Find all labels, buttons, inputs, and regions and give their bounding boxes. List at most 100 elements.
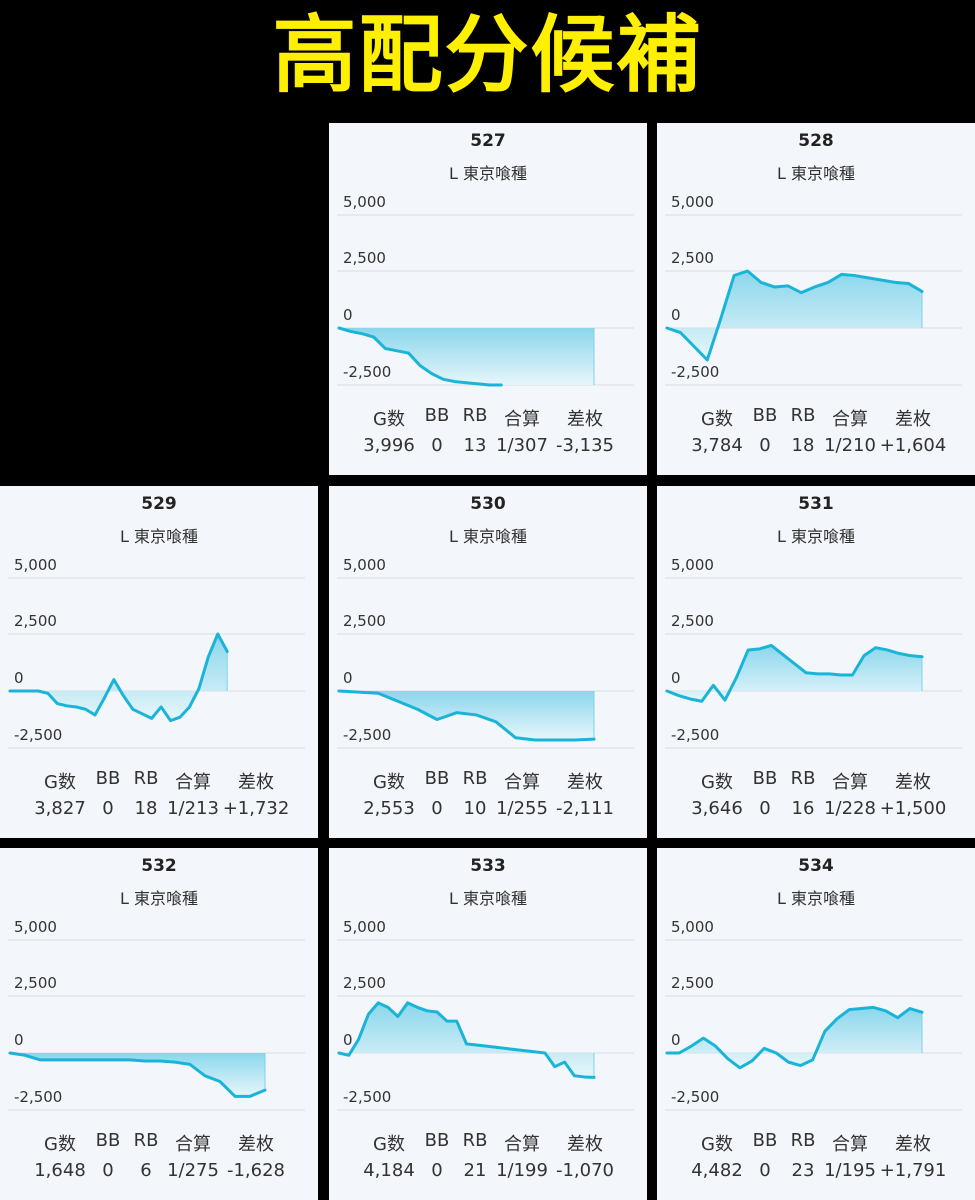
stats-value-rb: 10 (463, 798, 487, 819)
machine-model: L 東京喰種 (448, 889, 527, 908)
machine-number: 530 (470, 494, 506, 514)
stats-table: G数 4,482 BB 0 RB 23 合算 1/195 差枚 +1,791 (657, 1130, 975, 1190)
stats-header-bb: BB (752, 768, 778, 789)
stats-value-combined: 1/210 (824, 435, 876, 456)
series-line (337, 1001, 596, 1079)
stats-value-diff: +1,604 (879, 435, 947, 456)
stats-header-games: G数 (373, 1134, 405, 1155)
machine-card-528: 528 L 東京喰種 5,000 2,500 0 -2,500 G数 3,784 BB 0 RB 18… (657, 123, 975, 475)
series-line (337, 689, 596, 742)
stats-header-games: G数 (701, 772, 733, 793)
stats-value-diff: -3,135 (555, 435, 615, 456)
stats-value-games: 3,646 (691, 798, 743, 819)
y-tick-label: 0 (671, 669, 681, 687)
y-tick-label: 0 (343, 1031, 353, 1049)
series-area (667, 1007, 922, 1068)
stats-header-bb: BB (424, 768, 450, 789)
machine-card-527: 527 L 東京喰種 5,000 2,500 0 -2,500 G数 3,996 BB 0 RB 13… (329, 123, 647, 475)
stats-header-bb: BB (95, 768, 121, 789)
y-tick-label: 5,000 (671, 918, 714, 936)
stats-table: G数 1,648 BB 0 RB 6 合算 1/275 差枚 -1,628 (0, 1130, 318, 1190)
y-tick-label: -2,500 (343, 726, 391, 744)
machine-model: L 東京喰種 (776, 889, 855, 908)
stats-value-diff: -1,628 (226, 1160, 286, 1181)
y-tick-label: -2,500 (671, 726, 719, 744)
stats-header-diff: 差枚 (895, 772, 931, 793)
stats-header-rb: RB (790, 1130, 816, 1151)
stats-value-rb: 23 (791, 1160, 815, 1181)
stats-value-rb: 16 (791, 798, 815, 819)
machine-model: L 東京喰種 (119, 889, 198, 908)
difference-chart: 5,000 2,500 0 -2,500 (337, 556, 634, 749)
stats-value-rb: 21 (463, 1160, 487, 1181)
stats-header-diff: 差枚 (567, 1134, 603, 1155)
y-tick-label: -2,500 (14, 1088, 62, 1106)
machine-model: L 東京喰種 (776, 527, 855, 546)
series-area (10, 1053, 265, 1097)
y-tick-label: 0 (14, 669, 24, 687)
stats-header-games: G数 (373, 409, 405, 430)
y-tick-label: -2,500 (343, 363, 391, 381)
stats-header-combined: 合算 (832, 409, 868, 430)
difference-chart: 5,000 2,500 0 -2,500 (337, 193, 634, 387)
page-title: 高配分候補 (272, 6, 703, 104)
stats-value-bb: 0 (759, 435, 771, 456)
series-area (10, 634, 228, 721)
stats-header-rb: RB (133, 768, 159, 789)
y-tick-label: 2,500 (14, 612, 57, 630)
series-area (667, 645, 922, 702)
machine-card-532: 532 L 東京喰種 5,000 2,500 0 -2,500 G数 1,648 BB 0 RB 6 合… (0, 848, 318, 1200)
y-tick-label: 5,000 (343, 918, 386, 936)
series-line (8, 1051, 267, 1098)
series-line (665, 643, 924, 703)
stats-header-games: G数 (701, 409, 733, 430)
y-tick-label: -2,500 (14, 726, 62, 744)
stats-value-combined: 1/228 (824, 798, 876, 819)
stats-header-games: G数 (44, 1134, 76, 1155)
stats-header-games: G数 (701, 1134, 733, 1155)
stats-value-bb: 0 (102, 798, 114, 819)
stats-header-combined: 合算 (504, 772, 540, 793)
machine-number: 528 (798, 131, 834, 151)
stats-table: G数 3,646 BB 0 RB 16 合算 1/228 差枚 +1,500 (657, 768, 975, 828)
stats-header-rb: RB (133, 1130, 159, 1151)
machine-number: 533 (470, 856, 506, 876)
stats-value-combined: 1/199 (496, 1160, 548, 1181)
y-tick-label: 2,500 (14, 974, 57, 992)
y-tick-label: 5,000 (343, 193, 386, 211)
stats-table: G数 3,827 BB 0 RB 18 合算 1/213 差枚 +1,732 (0, 768, 318, 828)
difference-chart: 5,000 2,500 0 -2,500 (337, 918, 634, 1111)
stats-header-combined: 合算 (832, 772, 868, 793)
y-tick-label: 2,500 (671, 974, 714, 992)
stats-value-games: 3,996 (363, 435, 415, 456)
difference-chart: 5,000 2,500 0 -2,500 (665, 918, 962, 1111)
stats-value-combined: 1/255 (496, 798, 548, 819)
y-tick-label: 5,000 (14, 918, 57, 936)
series-line (337, 326, 503, 387)
difference-chart: 5,000 2,500 0 -2,500 (665, 556, 962, 749)
series-area (667, 271, 922, 360)
y-tick-label: 2,500 (343, 974, 386, 992)
stats-value-bb: 0 (431, 798, 443, 819)
y-tick-label: 0 (343, 669, 353, 687)
stats-value-bb: 0 (759, 798, 771, 819)
difference-chart: 5,000 2,500 0 -2,500 (8, 556, 305, 749)
stats-header-bb: BB (752, 405, 778, 426)
stats-header-combined: 合算 (504, 1134, 540, 1155)
y-tick-label: 2,500 (343, 249, 386, 267)
stats-value-games: 2,553 (363, 798, 415, 819)
y-tick-label: -2,500 (671, 1088, 719, 1106)
y-tick-label: 2,500 (343, 612, 386, 630)
stats-value-diff: +1,732 (222, 798, 290, 819)
machine-card-533: 533 L 東京喰種 5,000 2,500 0 -2,500 G数 4,184 BB 0 RB 21… (329, 848, 647, 1200)
machine-model: L 東京喰種 (776, 164, 855, 183)
stats-header-diff: 差枚 (238, 1134, 274, 1155)
stats-value-rb: 18 (791, 435, 815, 456)
series-line (8, 632, 229, 723)
stats-value-games: 4,482 (691, 1160, 743, 1181)
series-line (665, 1005, 924, 1070)
machine-card-529: 529 L 東京喰種 5,000 2,500 0 -2,500 G数 3,827 BB 0 RB 18… (0, 486, 318, 838)
stats-value-bb: 0 (759, 1160, 771, 1181)
stats-header-rb: RB (790, 405, 816, 426)
machine-number: 527 (470, 131, 506, 151)
